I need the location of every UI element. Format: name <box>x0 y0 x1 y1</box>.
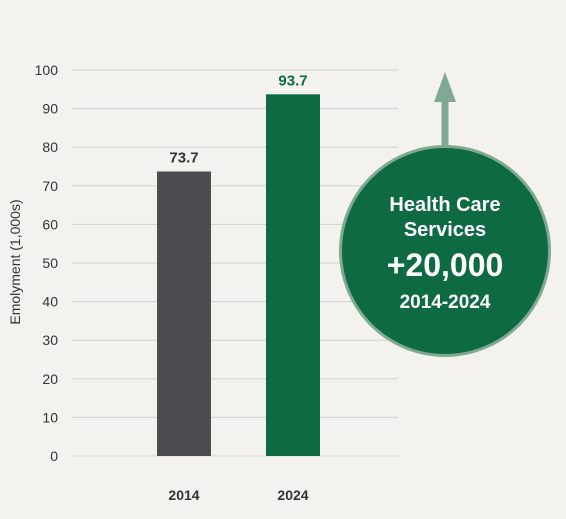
data-label-2014: 73.7 <box>169 150 198 167</box>
y-tick-label: 100 <box>35 62 59 78</box>
x-axis-ticks: 2014 2024 <box>168 487 308 503</box>
y-tick-label: 90 <box>42 101 58 117</box>
callout-change: +20,000 <box>386 247 504 283</box>
callout-line2: Services <box>403 219 487 241</box>
y-tick-label: 0 <box>50 448 58 464</box>
growth-callout: Health Care Services +20,000 2014-2024 <box>339 145 551 357</box>
bar-2014 <box>157 171 211 456</box>
y-tick-label: 20 <box>42 371 58 387</box>
x-tick-label: 2024 <box>277 487 308 503</box>
y-tick-label: 50 <box>42 255 58 271</box>
y-tick-label: 60 <box>42 216 58 232</box>
gridlines <box>72 69 398 457</box>
callout-line1: Health Care <box>389 194 501 216</box>
bar-2024 <box>266 94 320 457</box>
callout-period: 2014-2024 <box>399 292 491 313</box>
up-arrow-icon <box>434 72 456 147</box>
data-labels: 73.7 93.7 <box>169 72 307 166</box>
y-tick-label: 30 <box>42 332 58 348</box>
y-tick-label: 70 <box>42 178 58 194</box>
y-axis-ticks: 0 10 20 30 40 50 60 70 80 90 100 <box>35 62 59 464</box>
y-tick-label: 40 <box>42 294 58 310</box>
y-axis-label: Emolyment (1,000s) <box>7 199 23 324</box>
y-tick-label: 80 <box>42 139 58 155</box>
x-tick-label: 2014 <box>168 487 199 503</box>
y-tick-label: 10 <box>42 409 58 425</box>
data-label-2024: 93.7 <box>278 72 307 89</box>
bars <box>157 94 320 457</box>
